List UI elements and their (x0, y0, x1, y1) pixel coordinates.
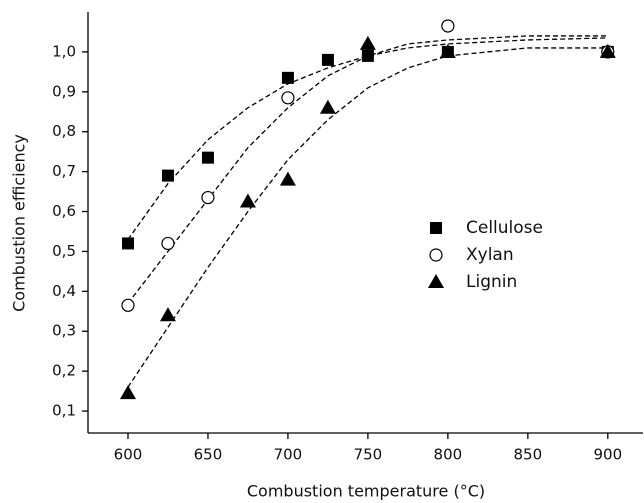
legend-label: Cellulose (466, 218, 543, 238)
legend-marker (429, 248, 443, 262)
triangle-marker (359, 35, 376, 50)
square-marker (161, 169, 174, 182)
x-tick-label: 900 (593, 446, 622, 464)
legend-label: Xylan (466, 245, 514, 265)
x-tick-label: 700 (274, 446, 303, 464)
square-marker (281, 71, 294, 84)
square-marker (361, 49, 374, 62)
triangle-marker (599, 43, 616, 58)
y-tick-label: 0,5 (52, 242, 76, 260)
y-tick-label: 0,7 (52, 162, 76, 180)
triangle-marker (159, 307, 176, 322)
y-tick-label: 0,3 (52, 322, 76, 340)
legend-marker (430, 222, 442, 234)
y-tick-label: 0,2 (52, 362, 76, 380)
square-marker (121, 237, 134, 250)
circle-marker (281, 91, 295, 105)
y-tick-label: 1,0 (52, 42, 76, 60)
legend-label: Lignin (466, 272, 517, 292)
x-tick-label: 650 (194, 446, 223, 464)
legend-marker (428, 274, 444, 288)
triangle-marker (279, 171, 296, 186)
fit-curve (127, 37, 608, 240)
circle-marker (161, 236, 175, 251)
x-tick-label: 800 (434, 446, 463, 464)
y-tick-label: 0,4 (52, 282, 76, 300)
triangle-marker (439, 43, 456, 58)
circle-marker (441, 19, 455, 33)
square-marker (321, 53, 334, 66)
y-tick-label: 0,8 (52, 122, 76, 140)
fit-curve (127, 47, 608, 388)
fit-curve (127, 35, 608, 304)
circle-marker (121, 298, 135, 312)
y-tick-label: 0,1 (52, 402, 76, 420)
x-axis-title: Combustion temperature (°C) (247, 482, 485, 501)
y-tick-label: 0,9 (52, 82, 76, 100)
triangle-marker (119, 385, 136, 400)
triangle-marker (239, 193, 256, 208)
triangle-marker (319, 99, 336, 114)
x-tick-label: 750 (354, 446, 383, 464)
circle-marker (201, 190, 215, 205)
square-marker (201, 151, 214, 164)
x-tick-label: 850 (514, 446, 543, 464)
y-axis-title: Combustion efficiency (10, 134, 29, 312)
x-tick-label: 600 (114, 446, 143, 464)
y-tick-label: 0,6 (52, 202, 76, 220)
